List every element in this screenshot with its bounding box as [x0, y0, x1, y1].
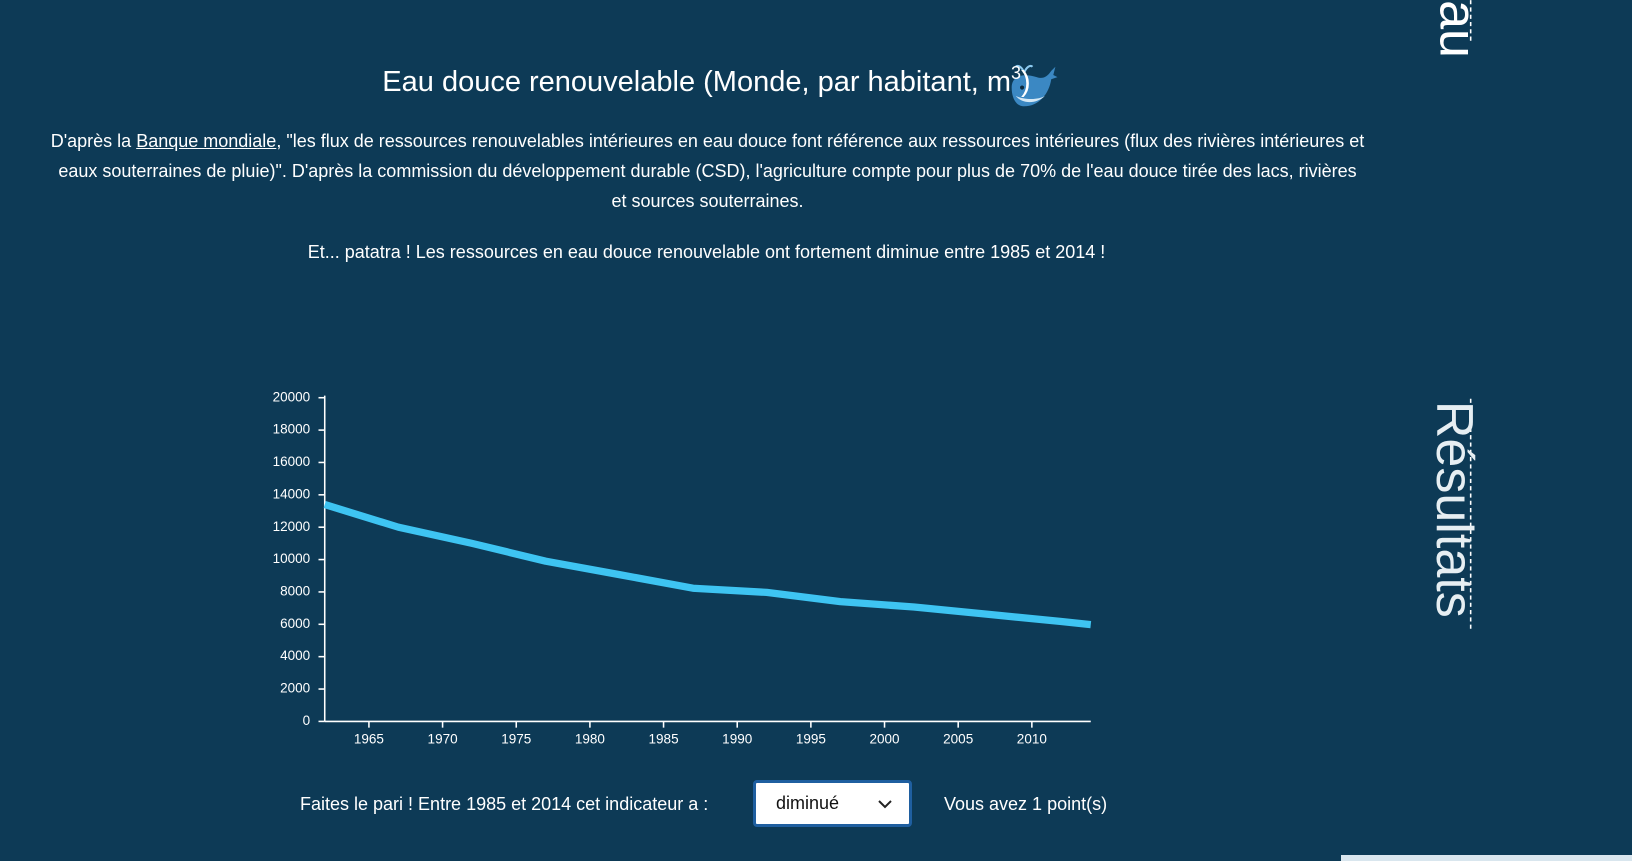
x-tick-label: 1970: [428, 732, 458, 747]
y-tick-label: 16000: [273, 454, 311, 469]
y-tick-label: 0: [303, 713, 311, 728]
x-tick-label: 1990: [722, 732, 752, 747]
side-label: Résultats: [1425, 401, 1483, 618]
chevron: [878, 800, 892, 809]
choice-value: diminué: [776, 793, 840, 813]
y-tick-label: 8000: [280, 584, 310, 599]
y-tick-label: 18000: [273, 422, 311, 437]
x-tick-label: 1995: [796, 732, 826, 747]
side-label: au: [1428, 0, 1486, 58]
choice-select[interactable]: diminué: [753, 780, 912, 827]
x-tick-label: 1975: [501, 732, 531, 747]
intro-lead: D'après la: [50, 131, 137, 151]
bottom-bar: [1341, 855, 1632, 861]
title: Eau douce renouvelable (Monde, par habit…: [0, 62, 1413, 102]
y-tick-label: 4000: [280, 648, 310, 663]
x-tick-label: 1965: [354, 732, 384, 747]
x-tick-label: 2000: [869, 732, 899, 747]
chart: 0 2000 4000 6000 8000 10000 12000 14000 16000 180…: [273, 389, 1092, 747]
bet-prompt: Faites le pari ! Entre 1985 et 2014 cet …: [300, 794, 709, 814]
data-line: [323, 501, 1092, 629]
title-sup: 3: [1011, 63, 1022, 83]
title-text: Eau douce renouvelable (Monde, par habit…: [382, 66, 1012, 98]
whale-icon: [1011, 64, 1058, 107]
y-tick-label: 20000: [273, 389, 311, 404]
x-tick-label: 2005: [943, 732, 973, 747]
intro-text: , "les flux de ressources renouvelables …: [58, 131, 1365, 211]
y-tick-label: 12000: [273, 519, 311, 534]
y-tick-label: 2000: [280, 681, 310, 696]
x-tick-label: 2010: [1017, 732, 1047, 747]
conclusion: Et... patatra ! Les ressources en eau do…: [307, 242, 1106, 262]
x-tick-label: 1980: [575, 732, 605, 747]
score: Vous avez 1 point(s): [944, 794, 1108, 814]
source-link[interactable]: Banque mondiale: [136, 131, 277, 151]
y-tick-label: 14000: [273, 486, 311, 501]
title-end: ): [1021, 66, 1031, 98]
intro: D'après la Banque mondiale, "les flux de…: [50, 126, 1365, 216]
x-tick-label: 1985: [649, 732, 679, 747]
y-tick-label: 6000: [280, 616, 310, 631]
y-tick-label: 10000: [273, 551, 311, 566]
